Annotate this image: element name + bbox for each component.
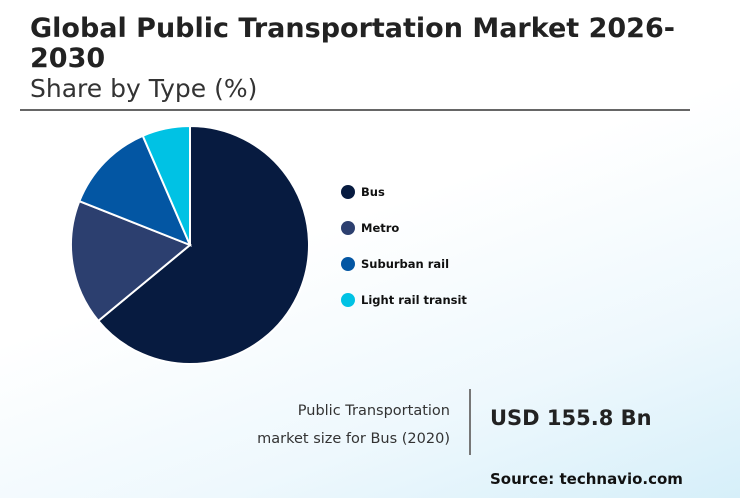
stat-value: USD 155.8 Bn	[490, 406, 652, 430]
legend-swatch	[341, 185, 355, 199]
legend-swatch	[341, 293, 355, 307]
chart-subtitle: Share by Type (%)	[30, 74, 258, 103]
chart-title: Global Public Transportation Market 2026…	[30, 13, 675, 74]
pie-slice-light-rail-transit	[141, 124, 191, 246]
pie-slice-metro	[70, 199, 192, 323]
pie-slice-suburban-rail	[78, 134, 192, 247]
legend-item: Bus	[341, 174, 467, 210]
stat-label: Public Transportation market size for Bu…	[257, 397, 450, 453]
legend: Bus Metro Suburban rail Light rail transit	[341, 174, 467, 318]
stat-label-line1: Public Transportation	[297, 403, 450, 419]
stat-divider	[469, 389, 471, 455]
legend-label: Bus	[361, 185, 385, 199]
stat-label-line2: market size for Bus (2020)	[257, 431, 450, 447]
legend-label: Suburban rail	[361, 257, 450, 271]
legend-swatch	[341, 221, 355, 235]
legend-swatch	[341, 257, 355, 271]
divider	[20, 109, 690, 111]
source-credit: Source: technavio.com	[490, 470, 683, 488]
legend-item: Suburban rail	[341, 246, 467, 282]
legend-label: Metro	[361, 221, 400, 235]
legend-label: Light rail transit	[361, 293, 467, 307]
legend-item: Light rail transit	[341, 282, 467, 318]
pie-slice-bus	[96, 124, 310, 365]
legend-item: Metro	[341, 210, 467, 246]
